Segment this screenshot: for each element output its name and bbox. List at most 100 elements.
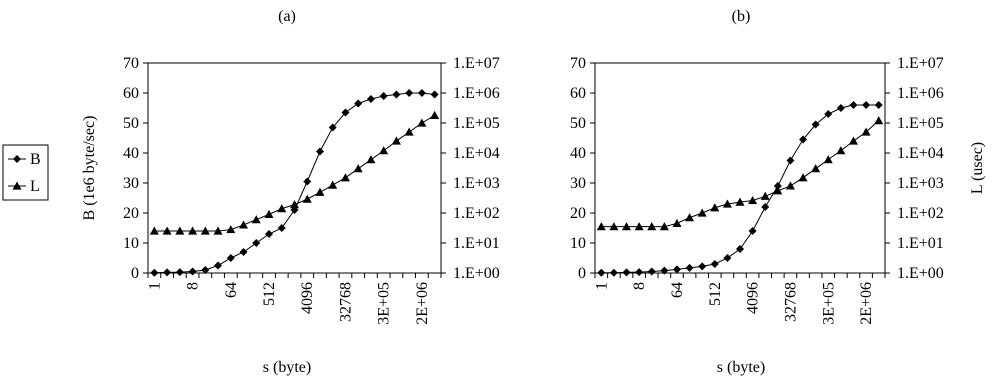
y-tick-label: 10 [123, 235, 139, 252]
x-tick-label: 2E+06 [858, 282, 875, 325]
series-l-point [622, 222, 632, 231]
x-tick-label: 64 [223, 282, 240, 298]
series-b-line [154, 92, 435, 274]
series-l-point [811, 164, 821, 173]
legend-marker-diamond [13, 155, 21, 163]
series-l-point [302, 194, 312, 203]
series-l-point [239, 220, 249, 229]
y2-tick-label: 1.E+01 [897, 235, 944, 252]
series-b-point [761, 203, 770, 211]
series-l-point [417, 118, 427, 127]
y-tick-label: 30 [123, 175, 139, 192]
x-tick-label: 4096 [745, 282, 762, 314]
series-l-point [290, 200, 299, 209]
x-tick-label: 3E+05 [376, 282, 393, 325]
series-b-point [417, 89, 426, 97]
y2-tick-label: 1.E+00 [897, 265, 944, 282]
plot-area [147, 62, 442, 274]
series-b-point [874, 101, 883, 109]
series-b-point [175, 268, 184, 277]
x-tick-label: 512 [261, 282, 278, 306]
chart-title: (b) [732, 8, 751, 25]
series-l-point [391, 136, 401, 145]
y2-tick-label: 1.E+03 [453, 175, 500, 192]
y2-tick-label: 1.E+04 [897, 145, 944, 162]
y-tick-label: 50 [123, 115, 139, 132]
x-tick-label: 3E+05 [820, 282, 837, 325]
legend-box [2, 144, 49, 201]
series-l-line [601, 120, 880, 228]
y-tick-label: 20 [123, 205, 139, 222]
series-l-point [836, 146, 846, 155]
series-l-point [213, 226, 223, 235]
chart-b: (b) 0 10 20 30 40 50 60 70 1.E+00 1.E+01 1.E+02 1.E+… [570, 8, 986, 376]
series-l-point [760, 191, 770, 200]
series-l-point [710, 203, 720, 212]
series-l-point [874, 116, 884, 125]
y2-tick-label: 1.E+00 [453, 265, 500, 282]
series-l-point [609, 222, 619, 231]
series-l-point [149, 226, 159, 235]
series-b-point [710, 260, 719, 268]
series-l-point [328, 180, 338, 189]
y2-tick-label: 1.E+04 [453, 145, 500, 162]
series-l-point [366, 155, 376, 164]
series-b-point [277, 224, 286, 232]
series-l-point [697, 208, 707, 217]
series-b-point [430, 90, 439, 99]
series-b-point [849, 101, 858, 109]
series-b-point [622, 268, 631, 277]
y-tick-label: 0 [131, 265, 139, 282]
y2-tick-label: 1.E+01 [453, 235, 500, 252]
series-l-point [277, 204, 287, 213]
x-tick-label: 8 [631, 282, 648, 290]
y-tick-label: 70 [570, 55, 586, 72]
series-b-point [647, 267, 656, 276]
legend-label: B [30, 151, 41, 168]
series-l-point [823, 155, 833, 164]
y-tick-label: 70 [123, 55, 139, 72]
series-b-point [811, 120, 820, 129]
y-tick-label: 50 [570, 115, 586, 132]
series-b-point [188, 267, 197, 276]
series-b-point [597, 268, 606, 277]
series-l-point [175, 226, 185, 235]
y-tick-label: 0 [578, 265, 586, 282]
x-tick-label: 64 [669, 282, 686, 298]
y2-tick-label: 1.E+06 [453, 85, 500, 102]
series-b-point [698, 262, 707, 271]
plot-area [594, 62, 886, 274]
series-b-point [392, 90, 401, 99]
series-l-point [315, 187, 325, 196]
x-tick-label: 1 [146, 282, 163, 290]
series-l-point [735, 197, 745, 206]
series-b-point [799, 135, 808, 144]
series-b-point [405, 89, 414, 97]
series-l-point [162, 226, 172, 235]
series-b-point [214, 261, 223, 270]
y2-tick-label: 1.E+05 [453, 115, 500, 132]
legend: BL [2, 144, 49, 201]
series-b-point [748, 227, 757, 235]
series-b-point [354, 99, 363, 108]
series-b-point [672, 265, 681, 274]
x-tick-label: 4096 [299, 282, 316, 314]
series-l-point [596, 222, 606, 231]
y2-tick-label: 1.E+02 [453, 205, 500, 222]
series-l-point [722, 199, 732, 208]
series-l-point [798, 173, 808, 182]
series-l-point [773, 186, 783, 195]
series-l-point [340, 173, 350, 182]
series-b-point [660, 266, 669, 275]
series-l-point [353, 164, 363, 173]
y-tick-label: 30 [570, 175, 586, 192]
series-l-point [848, 136, 858, 145]
legend-marker-triangle [12, 181, 22, 190]
series-b-point [824, 110, 833, 118]
series-b-point [836, 104, 845, 112]
chart-title: (a) [278, 8, 296, 25]
series-l-point [785, 181, 795, 190]
x-tick-label: 1 [593, 282, 610, 290]
series-b-point [163, 268, 172, 277]
